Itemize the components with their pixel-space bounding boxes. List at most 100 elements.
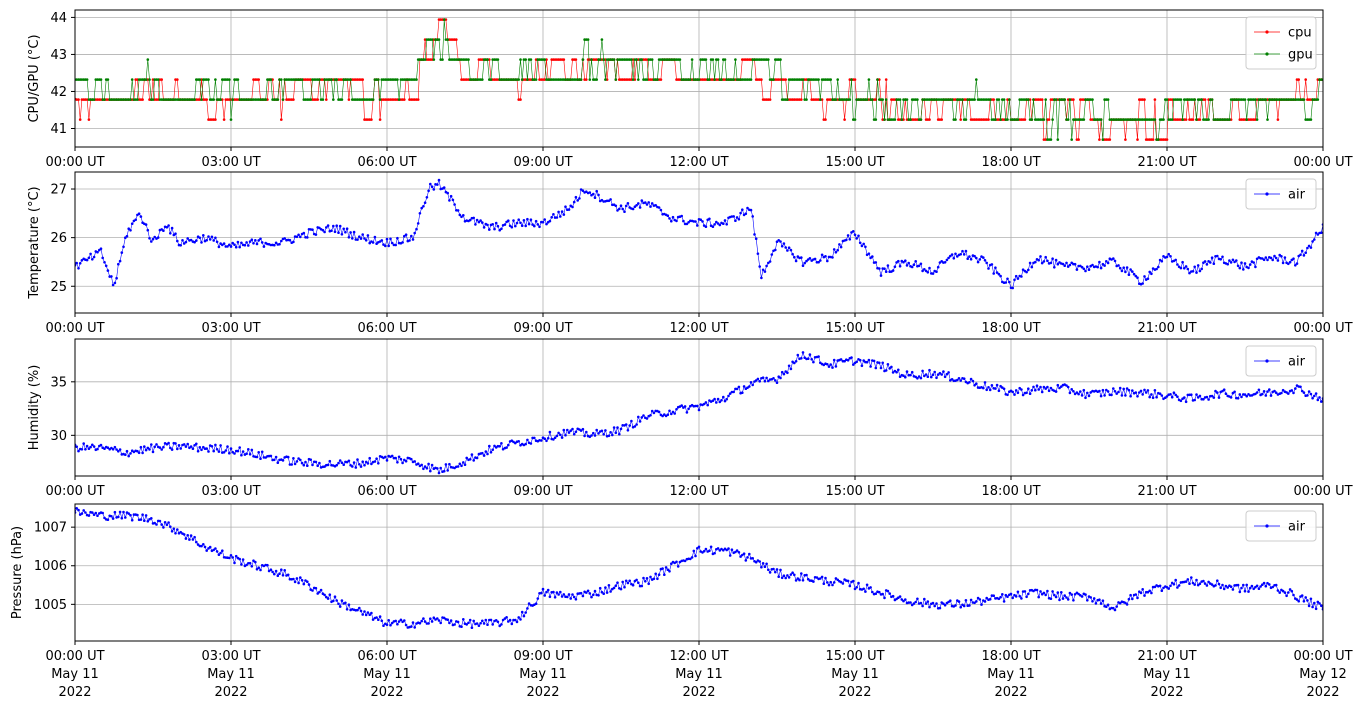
series-point — [959, 379, 962, 382]
series-point — [999, 595, 1002, 599]
series-point — [661, 567, 664, 570]
series-point — [241, 98, 245, 101]
series-point — [257, 566, 261, 569]
series-point — [910, 370, 914, 374]
series-point — [1302, 254, 1306, 257]
series-point — [1255, 257, 1259, 261]
series-point — [689, 78, 692, 81]
series-point — [1070, 593, 1073, 596]
series-point — [865, 360, 869, 364]
series-point — [878, 78, 881, 81]
series-point — [559, 58, 562, 61]
series-point — [139, 518, 143, 521]
series-point — [871, 590, 874, 594]
series-point — [1053, 593, 1056, 597]
series-point — [597, 594, 600, 597]
series-point — [1034, 260, 1037, 264]
series-point — [995, 98, 999, 101]
series-point — [713, 397, 716, 401]
series-point — [645, 577, 649, 580]
series-point — [562, 428, 566, 432]
series-point — [746, 58, 749, 61]
series-point — [252, 242, 255, 245]
series-point — [236, 78, 240, 81]
series-point — [635, 578, 638, 582]
series-point — [401, 461, 404, 465]
panel-2: 00:00 UT 03:00 UT 06:00 UT 09:00 UT 12:00 UT… — [27, 171, 1353, 336]
series-point — [1072, 390, 1075, 393]
series-point — [1065, 596, 1068, 599]
series-point — [824, 78, 827, 81]
series-point — [751, 383, 754, 387]
series-point — [1136, 395, 1139, 398]
series-point — [741, 58, 744, 61]
series-point — [675, 560, 678, 564]
series-point — [1148, 395, 1151, 399]
series-point — [647, 582, 650, 586]
series-point — [1061, 262, 1065, 266]
series-point — [592, 593, 595, 597]
series-point — [186, 237, 189, 240]
series-point — [902, 260, 905, 264]
series-point — [99, 247, 103, 250]
series-point — [1082, 388, 1086, 392]
series-point — [101, 256, 104, 260]
series-point — [713, 78, 716, 81]
series-point — [75, 507, 78, 510]
series-point — [538, 78, 541, 81]
series-point — [1307, 118, 1311, 121]
series-point — [1266, 390, 1269, 393]
series-point — [1141, 393, 1144, 396]
series-point — [557, 210, 560, 214]
series-point — [437, 38, 441, 41]
series-point — [1027, 592, 1030, 596]
series-point — [881, 592, 884, 596]
y-tick-label: 42 — [50, 85, 67, 100]
series-point — [212, 98, 215, 101]
series-point — [423, 58, 427, 61]
series-point — [1150, 272, 1153, 276]
series-point — [852, 363, 855, 366]
series-point — [1191, 118, 1195, 121]
series-point — [340, 599, 344, 602]
series-point — [465, 58, 469, 61]
series-point — [585, 78, 588, 81]
series-point — [316, 98, 320, 101]
series-point — [92, 445, 96, 448]
series-point — [602, 433, 605, 436]
series-point — [520, 610, 524, 614]
series-point — [1112, 606, 1115, 610]
series-point — [1294, 387, 1297, 390]
series-point — [432, 616, 436, 619]
series-point — [408, 78, 411, 81]
series-point — [1304, 78, 1307, 81]
series-point — [1228, 118, 1231, 121]
series-point — [205, 78, 208, 81]
series-point — [446, 469, 450, 472]
series-point — [160, 523, 163, 526]
series-point — [531, 223, 534, 226]
series-point — [378, 118, 382, 121]
series-point — [1143, 388, 1146, 392]
series-point — [803, 261, 806, 265]
series-point — [957, 600, 961, 603]
y-axis-label: Pressure (hPa) — [10, 526, 25, 619]
series-point — [657, 410, 661, 414]
series-point — [1193, 265, 1196, 269]
series-point — [801, 264, 805, 268]
series-point — [834, 365, 838, 368]
series-point — [181, 239, 184, 242]
series-point — [475, 456, 479, 460]
series-point — [891, 371, 895, 374]
series-point — [945, 372, 949, 376]
series-point — [718, 400, 722, 404]
series-point — [293, 580, 297, 584]
series-point — [106, 78, 110, 81]
series-point — [515, 620, 519, 624]
series-point — [656, 78, 659, 81]
series-point — [1028, 392, 1032, 396]
series-point — [732, 215, 735, 218]
series-point — [137, 78, 141, 81]
series-point — [1243, 262, 1247, 265]
